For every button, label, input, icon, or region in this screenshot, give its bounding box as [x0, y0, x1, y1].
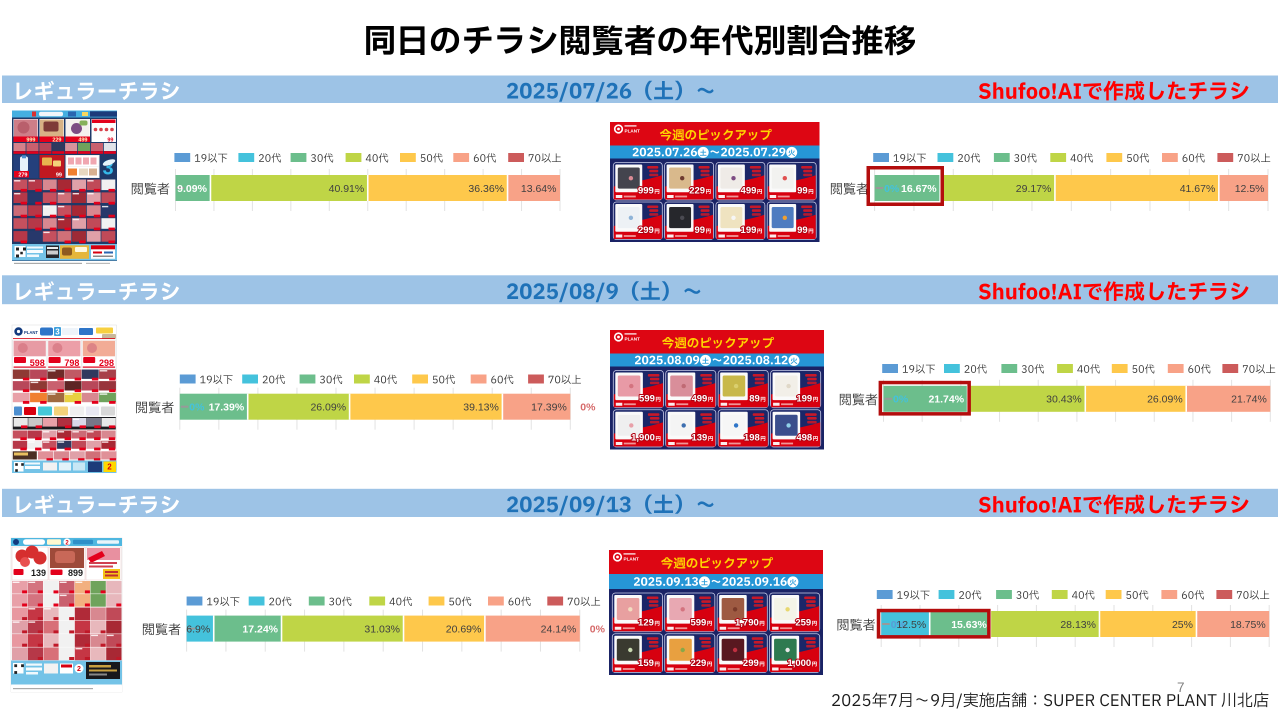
svg-text:17.39%: 17.39% — [209, 402, 245, 414]
svg-text:99: 99 — [797, 225, 808, 236]
svg-text:229: 229 — [689, 186, 705, 197]
svg-text:2: 2 — [65, 541, 69, 547]
svg-text:599: 599 — [690, 617, 706, 628]
svg-text:0%: 0% — [893, 394, 909, 406]
svg-text:199: 199 — [741, 225, 757, 236]
svg-text:2: 2 — [107, 463, 112, 472]
svg-text:PLANT: PLANT — [24, 330, 38, 335]
svg-text:17.39%: 17.39% — [531, 402, 567, 414]
svg-text:139: 139 — [31, 568, 46, 578]
svg-text:7: 7 — [1177, 680, 1185, 695]
svg-text:29.17%: 29.17% — [1016, 183, 1052, 195]
svg-text:12.5%: 12.5% — [1235, 183, 1265, 195]
svg-text:3: 3 — [55, 328, 60, 337]
svg-text:16.67%: 16.67% — [901, 183, 937, 195]
svg-text:229: 229 — [690, 658, 706, 669]
svg-text:999: 999 — [638, 186, 654, 197]
svg-text:1,900: 1,900 — [631, 433, 655, 444]
svg-text:999: 999 — [26, 137, 35, 143]
svg-text:499: 499 — [78, 137, 87, 143]
svg-text:39.13%: 39.13% — [463, 402, 499, 414]
svg-text:17.24%: 17.24% — [242, 623, 278, 635]
svg-text:899: 899 — [68, 568, 83, 578]
svg-text:159: 159 — [638, 658, 654, 669]
svg-text:20.69%: 20.69% — [446, 623, 482, 635]
svg-text:129: 129 — [638, 617, 654, 628]
svg-text:PLANT: PLANT — [625, 129, 641, 134]
svg-text:3: 3 — [102, 158, 113, 180]
svg-text:1,000: 1,000 — [787, 658, 811, 669]
svg-text:299: 299 — [638, 225, 654, 236]
svg-text:12.5%: 12.5% — [896, 619, 926, 631]
svg-text:99: 99 — [107, 137, 113, 143]
svg-text:598: 598 — [30, 358, 45, 368]
svg-text:9.09%: 9.09% — [177, 183, 207, 195]
svg-text:21.74%: 21.74% — [1231, 394, 1267, 406]
svg-text:24.14%: 24.14% — [541, 623, 577, 635]
svg-text:0%: 0% — [580, 402, 596, 414]
svg-text:PLANT: PLANT — [624, 557, 640, 562]
svg-text:40.91%: 40.91% — [329, 183, 365, 195]
svg-text:26.09%: 26.09% — [1147, 394, 1183, 406]
svg-text:229: 229 — [52, 137, 61, 143]
svg-text:0%: 0% — [590, 623, 606, 635]
svg-text:499: 499 — [691, 393, 707, 404]
svg-text:0%: 0% — [891, 619, 907, 631]
svg-text:PLANT: PLANT — [625, 337, 641, 342]
svg-text:0%: 0% — [189, 402, 205, 414]
svg-text:99: 99 — [695, 225, 706, 236]
svg-text:21.74%: 21.74% — [928, 394, 964, 406]
svg-text:26.09%: 26.09% — [310, 402, 346, 414]
svg-text:498: 498 — [796, 433, 812, 444]
svg-text:30.43%: 30.43% — [1046, 394, 1082, 406]
svg-text:15.63%: 15.63% — [951, 619, 987, 631]
svg-text:259: 259 — [795, 617, 811, 628]
svg-text:1,790: 1,790 — [735, 617, 759, 628]
svg-text:89: 89 — [749, 393, 760, 404]
svg-text:31.03%: 31.03% — [364, 623, 400, 635]
svg-text:36.36%: 36.36% — [468, 183, 504, 195]
svg-text:198: 198 — [744, 433, 760, 444]
svg-text:13.64%: 13.64% — [521, 183, 557, 195]
svg-text:299: 299 — [743, 658, 759, 669]
svg-text:28.13%: 28.13% — [1060, 619, 1096, 631]
svg-text:25%: 25% — [1172, 619, 1193, 631]
svg-text:6.9%: 6.9% — [186, 623, 210, 635]
svg-text:279: 279 — [18, 173, 27, 179]
svg-text:18.75%: 18.75% — [1230, 619, 1266, 631]
svg-text:199: 199 — [796, 393, 812, 404]
svg-text:2: 2 — [77, 666, 81, 673]
svg-text:139: 139 — [691, 433, 707, 444]
svg-text:0%: 0% — [884, 183, 900, 195]
svg-text:599: 599 — [639, 393, 655, 404]
svg-text:298: 298 — [99, 358, 114, 368]
svg-text:99: 99 — [56, 173, 62, 179]
svg-text:41.67%: 41.67% — [1180, 183, 1216, 195]
svg-text:499: 499 — [741, 186, 757, 197]
svg-text:99: 99 — [797, 186, 808, 197]
svg-text:798: 798 — [64, 358, 79, 368]
